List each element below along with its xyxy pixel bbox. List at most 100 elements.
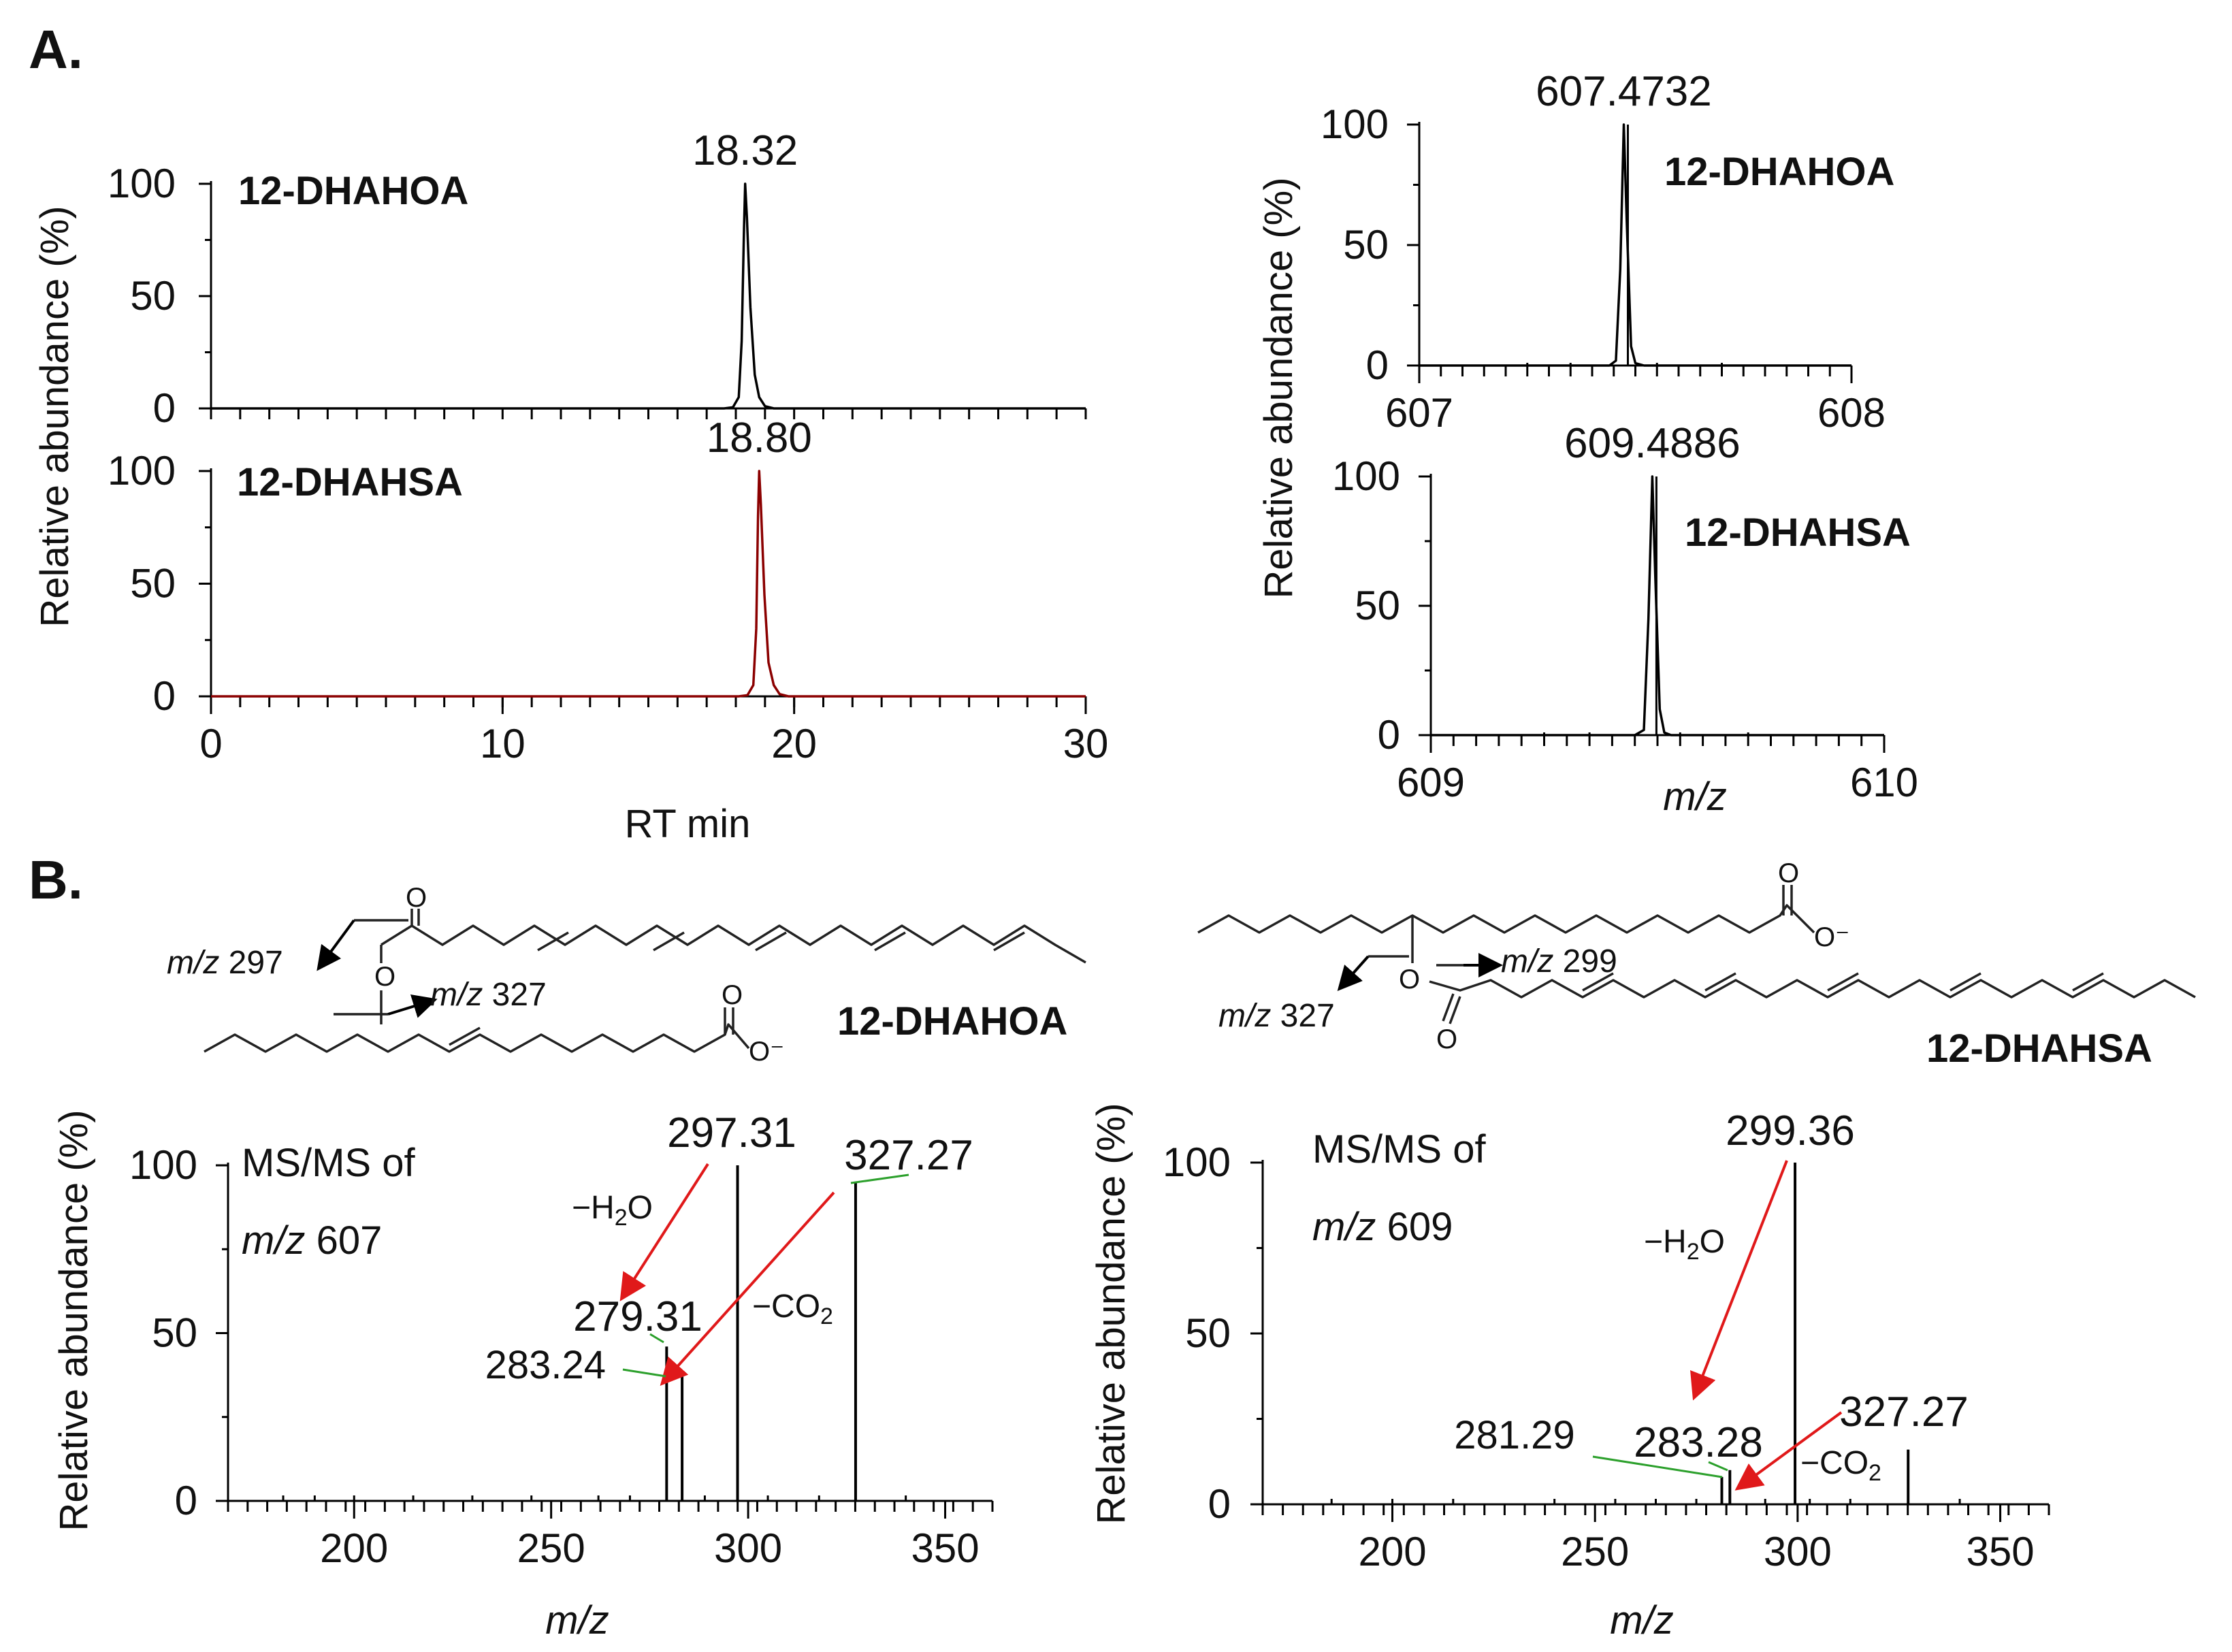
msms609-title-1: MS/MS of	[1312, 1127, 1486, 1171]
peak-label-327-a: 327.27	[844, 1132, 973, 1179]
chrom-dhahoa-ytick-label: 100	[108, 161, 176, 206]
dhahoa-frag-297: m/z 297	[167, 945, 283, 981]
dhahsa-acid-o: O	[1778, 858, 1799, 888]
msms-609-ytick-label: 100	[1163, 1139, 1231, 1185]
chrom-dhahsa-trace	[211, 470, 1086, 698]
chrom-dhahsa-xtick-label: 20	[771, 721, 817, 766]
msms609-title-2: m/z 609	[1312, 1205, 1453, 1249]
chrom-dhahsa-compound-label: 12-DHAHSA	[237, 460, 463, 504]
peak-label-279: 279.31	[573, 1293, 702, 1340]
leader-283-a	[622, 1368, 666, 1378]
peak-label-327-b: 327.27	[1839, 1389, 1969, 1436]
arrow-co2-b	[1734, 1411, 1843, 1491]
chrom-dhahsa-ytick-label: 0	[153, 673, 176, 719]
msms607-annotations: MS/MS of m/z 607 297.31 327.27 279.31 28…	[242, 1110, 973, 1387]
msms-607-ytick-label: 0	[175, 1478, 197, 1523]
chrom-dhahsa-xtick-label: 0	[199, 721, 222, 766]
ms1-dhahsa-trace	[1431, 475, 1884, 736]
chart-msms-607: 100 50 0 200 250 300 350	[129, 1142, 994, 1571]
msms-609-xtick-label: 300	[1764, 1529, 1832, 1574]
ms1-dhahoa-xtick-label: 607	[1385, 390, 1453, 436]
dhahsa-carbonyl-o: O	[1436, 1024, 1457, 1054]
msms607-title-2: m/z 607	[242, 1218, 382, 1263]
structure-dhahsa: O O⁻ O O m/z 327 m/z 299 12-DHAHSA	[1197, 858, 2196, 1071]
ms1-dhahsa-ytick-label: 50	[1355, 583, 1400, 628]
dhahsa-frag-299: m/z 299	[1501, 943, 1617, 979]
chrom-ylabel: Relative abundance (%)	[33, 206, 77, 627]
loss-h2o-a: −H2O	[572, 1190, 653, 1231]
chrom-dhahoa-trace	[211, 182, 1086, 410]
loss-co2-b: −CO2	[1800, 1445, 1881, 1486]
msms-609-xtick-label: 250	[1561, 1529, 1629, 1574]
ms1-dhahsa-ytick-label: 0	[1378, 712, 1400, 758]
dhahsa-ester-o: O	[1399, 965, 1420, 994]
ms1-dhahsa-xtick-label: 609	[1397, 760, 1465, 805]
leader-279	[649, 1333, 664, 1344]
chrom-dhahoa-ytick-label: 0	[153, 385, 176, 431]
msms609-ylabel: Relative abundance (%)	[1089, 1103, 1133, 1524]
msms-609-xtick-label: 200	[1358, 1529, 1426, 1574]
peak-label-297: 297.31	[667, 1110, 796, 1156]
msms-607-xtick-label: 250	[517, 1525, 585, 1571]
loss-co2-a: −CO2	[752, 1289, 833, 1329]
msms-607-xtick-label: 350	[911, 1525, 979, 1571]
loss-h2o-b: −H2O	[1644, 1224, 1725, 1265]
ms1-dhahsa-xtick-label: 610	[1850, 760, 1918, 805]
dhahoa-frag-327: m/z 327	[430, 977, 547, 1013]
dhahsa-frag-327: m/z 327	[1218, 998, 1335, 1034]
chrom-dhahoa-peak-label: 18.32	[692, 127, 798, 174]
dhahoa-ester-o: O	[374, 962, 395, 992]
arrow-co2-a	[660, 1191, 835, 1386]
leader-327-a	[850, 1173, 909, 1184]
dhahoa-name: 12-DHAHOA	[837, 999, 1067, 1043]
dhahoa-carbonyl-o: O	[406, 883, 427, 913]
ms1-xlabel: m/z	[1663, 775, 1726, 819]
ms1-dhahoa-ytick-label: 50	[1343, 222, 1389, 268]
peak-label-299: 299.36	[1726, 1107, 1855, 1154]
msms607-title-1: MS/MS of	[242, 1141, 415, 1185]
ms1-ylabel: Relative abundance (%)	[1257, 177, 1301, 598]
ms1-dhahoa-ytick-label: 0	[1366, 342, 1389, 388]
chrom-dhahsa-ytick-label: 100	[108, 448, 176, 493]
ms1-dhahoa-xtick-label: 608	[1817, 390, 1886, 436]
leader-283-b	[1708, 1461, 1728, 1472]
dhahoa-acid-o: O	[722, 980, 743, 1010]
peak-label-283-b: 283.28	[1634, 1419, 1763, 1466]
ms1-dhahsa-peak-label: 609.4886	[1564, 420, 1741, 467]
msms-607-ytick-label: 100	[129, 1142, 197, 1188]
peak-label-281: 281.29	[1454, 1413, 1574, 1457]
chart-chrom-dhahsa: 100 50 00 10 20 30 18.80 12-DHAHSA	[108, 415, 1108, 766]
msms-609-xtick-label: 350	[1967, 1529, 2035, 1574]
msms-609-ytick-label: 50	[1185, 1310, 1231, 1356]
dhahoa-acid-ominus: O⁻	[749, 1037, 784, 1067]
chrom-dhahsa-xtick-label: 10	[480, 721, 525, 766]
ms1-dhahoa-peak-label: 607.4732	[1536, 68, 1712, 115]
msms-607-xtick-label: 300	[714, 1525, 782, 1571]
msms-609-ytick-label: 0	[1208, 1481, 1231, 1527]
msms-607-xtick-label: 200	[320, 1525, 388, 1571]
dhahsa-acid-ominus: O⁻	[1814, 922, 1849, 952]
structure-dhahoa: O O O O⁻ m/z 297 m/z 327 12-DHAHOA	[167, 883, 1086, 1067]
chrom-dhahsa-xtick-label: 30	[1063, 721, 1109, 766]
chrom-dhahsa-peak-label: 18.80	[707, 415, 812, 461]
panel-label-b: B.	[29, 849, 83, 910]
ms1-dhahoa-compound-label: 12-DHAHOA	[1664, 150, 1894, 194]
ms1-dhahsa-compound-label: 12-DHAHSA	[1685, 511, 1911, 555]
peak-label-283-a: 283.24	[485, 1343, 606, 1387]
msms609-xlabel: m/z	[1610, 1598, 1673, 1642]
msms609-annotations: MS/MS of m/z 609 299.36 327.27 283.28 28…	[1312, 1107, 1969, 1491]
arrow-h2o-a	[619, 1163, 709, 1301]
chrom-xlabel: RT min	[625, 802, 751, 846]
chrom-dhahoa-compound-label: 12-DHAHOA	[238, 169, 468, 213]
chart-msms-609: 100 50 0 200 250 300 350	[1163, 1139, 2050, 1574]
arrow-h2o-b	[1690, 1160, 1788, 1401]
msms-607-ytick-label: 50	[152, 1310, 197, 1356]
chrom-dhahsa-ytick-label: 50	[130, 561, 176, 606]
leader-281	[1592, 1455, 1723, 1478]
ms1-dhahsa-ytick-label: 100	[1332, 453, 1400, 499]
ms1-dhahoa-trace	[1419, 123, 1851, 367]
dhahsa-name: 12-DHAHSA	[1926, 1026, 2152, 1071]
